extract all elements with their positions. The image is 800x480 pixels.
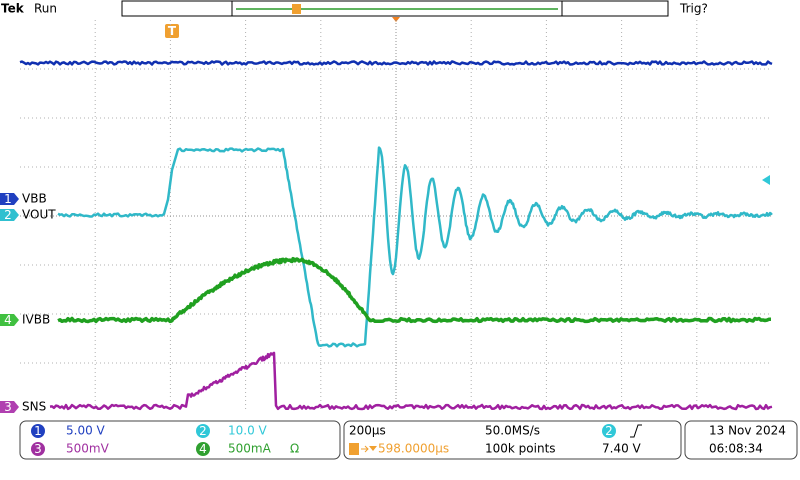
- sample-rate: 50.0MS/s: [485, 424, 540, 438]
- record-length: 100k points: [485, 442, 556, 456]
- ch-number: 1: [34, 424, 42, 438]
- trigger-marker: T: [168, 24, 177, 38]
- tag-number: 1: [4, 192, 12, 206]
- time-scale: 200µs: [349, 424, 386, 438]
- run-status: Run: [34, 2, 57, 16]
- trigger-position: 598.0000µs: [378, 442, 449, 456]
- tag-label: SNS: [22, 400, 46, 414]
- channel-tag: 4 IVBB: [0, 313, 50, 328]
- ch-scale: 10.0 V: [228, 424, 268, 438]
- ch-suffix: Ω: [290, 442, 299, 456]
- date: 13 Nov 2024: [709, 424, 786, 438]
- tag-label: IVBB: [22, 313, 50, 327]
- ch-number: 2: [199, 424, 207, 438]
- trigger-level: 7.40 V: [602, 442, 642, 456]
- channel-tag: 2 VOUT: [0, 208, 56, 223]
- time: 06:08:34: [709, 442, 763, 456]
- ch-number: 4: [199, 442, 207, 456]
- ch-scale: 500mA: [228, 442, 272, 456]
- tag-number: 3: [4, 400, 12, 414]
- tag-number: 2: [4, 208, 12, 222]
- tag-label: VBB: [22, 192, 47, 206]
- tag-label: VOUT: [22, 208, 56, 222]
- trigger-source: 2: [605, 424, 613, 438]
- ch-scale: 500mV: [66, 442, 110, 456]
- ch-number: 3: [34, 442, 42, 456]
- ch-scale: 5.00 V: [66, 424, 106, 438]
- position-icon: [349, 443, 359, 455]
- channel-tag: 1 VBB: [0, 192, 47, 207]
- record-trigger-icon: [292, 4, 301, 14]
- trigger-status: Trig?: [679, 2, 708, 16]
- tag-number: 4: [4, 313, 12, 327]
- brand: Tek: [1, 2, 25, 16]
- channel-tag: 3 SNS: [0, 400, 46, 415]
